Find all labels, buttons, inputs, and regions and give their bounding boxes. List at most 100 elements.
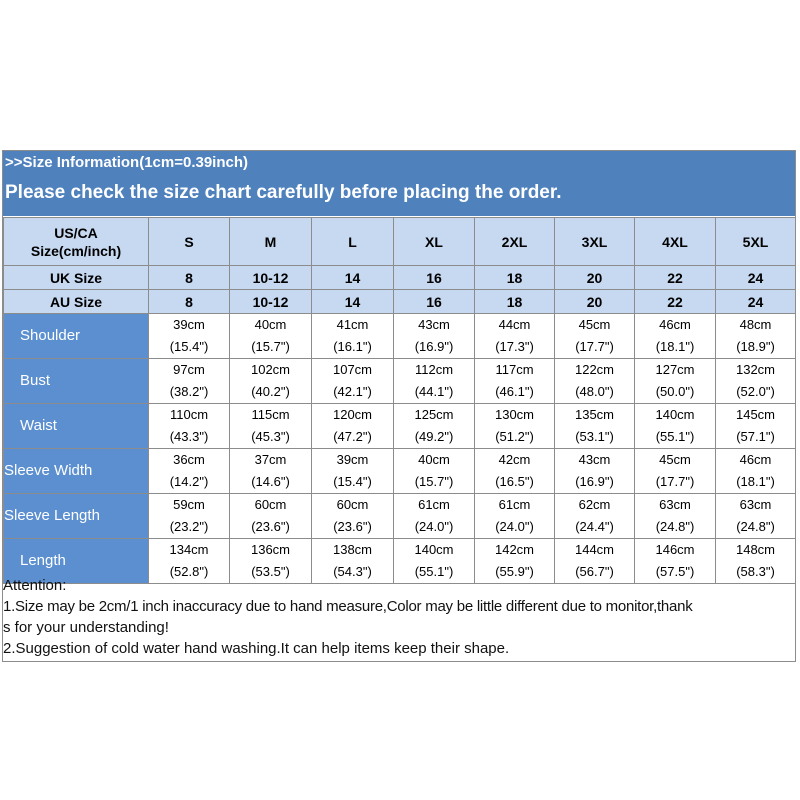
measurement-cell: 115cm (45.3") <box>229 403 312 449</box>
measurement-cell: 138cm (54.3") <box>311 538 394 584</box>
inch-value: (18.1") <box>736 474 775 489</box>
measurement-cell: 63cm (24.8") <box>715 493 796 539</box>
inch-value: (38.2") <box>169 384 209 399</box>
measurement-cell: 112cm (44.1") <box>393 358 475 404</box>
size-header-l: L <box>311 217 394 266</box>
inch-value: (18.1") <box>655 339 695 354</box>
measurement-cell: 144cm (56.7") <box>554 538 635 584</box>
measurement-row: Waist 110cm (43.3") 115cm (45.3") 120cm (47.2"… <box>3 403 796 449</box>
au-size-row: AU Size 8 10-12 14 16 18 20 22 24 <box>3 289 796 314</box>
measurement-cell: 140cm (55.1") <box>393 538 475 584</box>
cm-value: 62cm <box>578 497 611 512</box>
measurement-label: Sleeve Width <box>3 448 149 494</box>
cm-value: 132cm <box>735 362 776 377</box>
inch-value: (52.0") <box>736 384 775 399</box>
size-header-4xl: 4XL <box>634 217 716 266</box>
measurement-cell: 59cm (23.2") <box>148 493 230 539</box>
inch-value: (54.3") <box>333 564 372 579</box>
inch-value: (14.6") <box>251 474 290 489</box>
size-chart: >>Size Information(1cm=0.39inch) Please … <box>2 150 796 662</box>
cm-value: 39cm <box>173 317 205 332</box>
cm-value: 45cm <box>578 317 611 332</box>
inch-value: (49.2") <box>414 429 454 444</box>
inch-value: (53.1") <box>575 429 614 444</box>
inch-value: (51.2") <box>495 429 534 444</box>
measurement-label: Sleeve Length <box>3 493 149 539</box>
au-size-value: 14 <box>311 289 394 314</box>
uk-size-value: 22 <box>634 265 716 290</box>
inch-value: (15.4") <box>169 339 209 354</box>
measurement-cell: 122cm (48.0") <box>554 358 635 404</box>
cm-value: 60cm <box>336 497 369 512</box>
uk-size-value: 16 <box>393 265 475 290</box>
note-line-1b: s for your understanding! <box>3 619 169 636</box>
measurement-cell: 148cm (58.3") <box>715 538 796 584</box>
measurement-row: Shoulder 39cm (15.4") 40cm (15.7") 41cm (16.1"… <box>3 313 796 359</box>
inch-value: (15.4") <box>333 474 372 489</box>
cm-value: 40cm <box>254 317 287 332</box>
measurement-cell: 97cm (38.2") <box>148 358 230 404</box>
measurement-cell: 39cm (15.4") <box>311 448 394 494</box>
banner-title: >>Size Information(1cm=0.39inch) <box>5 154 248 171</box>
cm-value: 63cm <box>659 497 691 512</box>
cm-value: 48cm <box>739 317 772 332</box>
inch-value: (40.2") <box>251 384 290 399</box>
measurement-label: Waist <box>3 403 149 449</box>
cm-value: 115cm <box>251 407 290 422</box>
cm-value: 61cm <box>498 497 531 512</box>
inch-value: (16.9") <box>575 474 614 489</box>
measurement-cell: 142cm (55.9") <box>474 538 555 584</box>
cm-value: 45cm <box>659 452 691 467</box>
cm-value: 61cm <box>418 497 450 512</box>
cm-value: 41cm <box>336 317 369 332</box>
cm-value: 44cm <box>498 317 531 332</box>
au-size-value: 18 <box>474 289 555 314</box>
inch-value: (17.7") <box>655 474 695 489</box>
cm-value: 60cm <box>254 497 287 512</box>
cm-value: 97cm <box>173 362 205 377</box>
measurement-row: Sleeve Length 59cm (23.2") 60cm (23.6") 60cm (… <box>3 493 796 539</box>
inch-value: (17.7") <box>575 339 614 354</box>
inch-value: (16.5") <box>495 474 534 489</box>
cm-value: 134cm <box>169 542 209 557</box>
uk-size-value: 10-12 <box>229 265 312 290</box>
measurement-cell: 102cm (40.2") <box>229 358 312 404</box>
uk-size-value: 20 <box>554 265 635 290</box>
cm-value: 130cm <box>494 407 535 422</box>
inch-value: (56.7") <box>575 564 614 579</box>
size-header-5xl: 5XL <box>715 217 796 266</box>
measurement-label: Shoulder <box>3 313 149 359</box>
measurement-row: Bust 97cm (38.2") 102cm (40.2") 107cm (42.1") 1… <box>3 358 796 404</box>
inch-value: (16.9") <box>414 339 454 354</box>
inch-value: (50.0") <box>655 384 695 399</box>
cm-value: 110cm <box>169 407 209 422</box>
measurement-cell: 136cm (53.5") <box>229 538 312 584</box>
corner-label-line-2: Size(cm/inch) <box>30 242 122 259</box>
cm-value: 127cm <box>655 362 695 377</box>
inch-value: (43.3") <box>169 429 209 444</box>
measurement-label: Length <box>3 538 149 584</box>
inch-value: (24.8") <box>736 519 775 534</box>
au-size-value: 24 <box>715 289 796 314</box>
note-line-2: 2.Suggestion of cold water hand washing.… <box>3 640 510 657</box>
inch-value: (24.8") <box>655 519 695 534</box>
size-header-2xl: 2XL <box>474 217 555 266</box>
inch-value: (16.1") <box>333 339 372 354</box>
inch-value: (57.5") <box>655 564 695 579</box>
cm-value: 107cm <box>332 362 373 377</box>
measurement-cell: 117cm (46.1") <box>474 358 555 404</box>
size-header-3xl: 3XL <box>554 217 635 266</box>
inch-value: (55.1") <box>414 564 454 579</box>
measurement-cell: 140cm (55.1") <box>634 403 716 449</box>
measurement-cell: 40cm (15.7") <box>229 313 312 359</box>
size-header-row: US/CA Size(cm/inch) S M L XL 2XL 3XL 4XL 5XL <box>3 217 796 266</box>
attention-heading: Attention: <box>3 577 67 594</box>
measurement-cell: 132cm (52.0") <box>715 358 796 404</box>
cm-value: 40cm <box>418 452 450 467</box>
inch-value: (17.3") <box>495 339 534 354</box>
inch-value: (15.7") <box>251 339 290 354</box>
cm-value: 146cm <box>655 542 695 557</box>
cm-value: 142cm <box>494 542 535 557</box>
uk-size-value: 8 <box>148 265 230 290</box>
inch-value: (48.0") <box>575 384 614 399</box>
